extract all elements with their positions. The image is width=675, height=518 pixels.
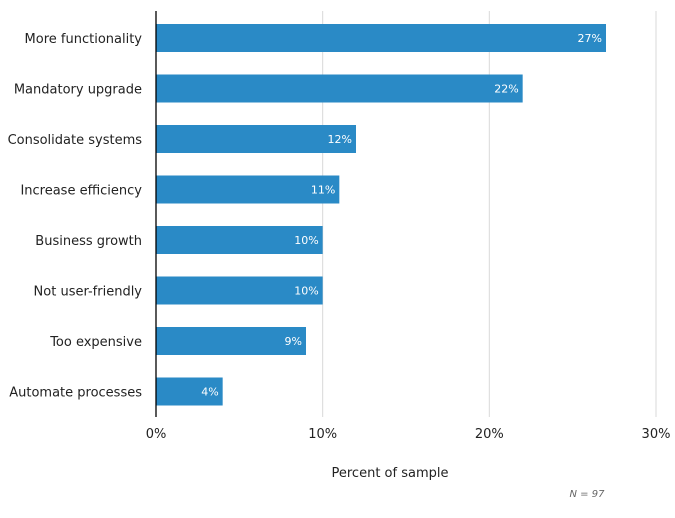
- category-label: Consolidate systems: [8, 133, 143, 148]
- gridlines: [322, 11, 657, 417]
- category-label: Too expensive: [49, 335, 142, 350]
- bar: [156, 226, 323, 254]
- x-tick-labels: 0% 10% 20% 30%: [146, 427, 671, 442]
- bar-data-label: 4%: [201, 386, 218, 399]
- x-axis-label: Percent of sample: [332, 466, 449, 481]
- bar-data-label: 12%: [328, 133, 352, 146]
- x-tick-label: 10%: [308, 427, 337, 442]
- bar-data-label: 11%: [311, 184, 335, 197]
- x-tick-label: 30%: [642, 427, 671, 442]
- bar: [156, 276, 323, 305]
- x-tick-label: 20%: [475, 427, 504, 442]
- bar: [156, 377, 223, 406]
- bar-data-label: 10%: [294, 234, 318, 247]
- category-label: Increase efficiency: [20, 184, 142, 199]
- bar-data-label: 10%: [294, 285, 318, 298]
- bar: [156, 327, 306, 355]
- x-tick-label: 0%: [146, 427, 167, 442]
- bar: [156, 125, 356, 153]
- bar-data-label: 9%: [285, 335, 302, 348]
- sample-size-note: N = 97: [570, 489, 606, 500]
- bar: [156, 175, 340, 204]
- category-label: More functionality: [25, 32, 143, 47]
- category-labels: More functionality Mandatory upgrade Conso…: [8, 32, 143, 401]
- category-label: Business growth: [35, 234, 142, 249]
- bar: [156, 24, 606, 52]
- bar-data-label: 22%: [494, 83, 518, 96]
- bar-data-label: 27%: [578, 32, 602, 45]
- bars: 27% 22% 12% 11% 10% 10% 9% 4%: [156, 24, 606, 406]
- category-label: Mandatory upgrade: [14, 83, 142, 98]
- category-label: Automate processes: [9, 386, 142, 401]
- bar: [156, 74, 523, 103]
- category-label: Not user-friendly: [34, 285, 143, 300]
